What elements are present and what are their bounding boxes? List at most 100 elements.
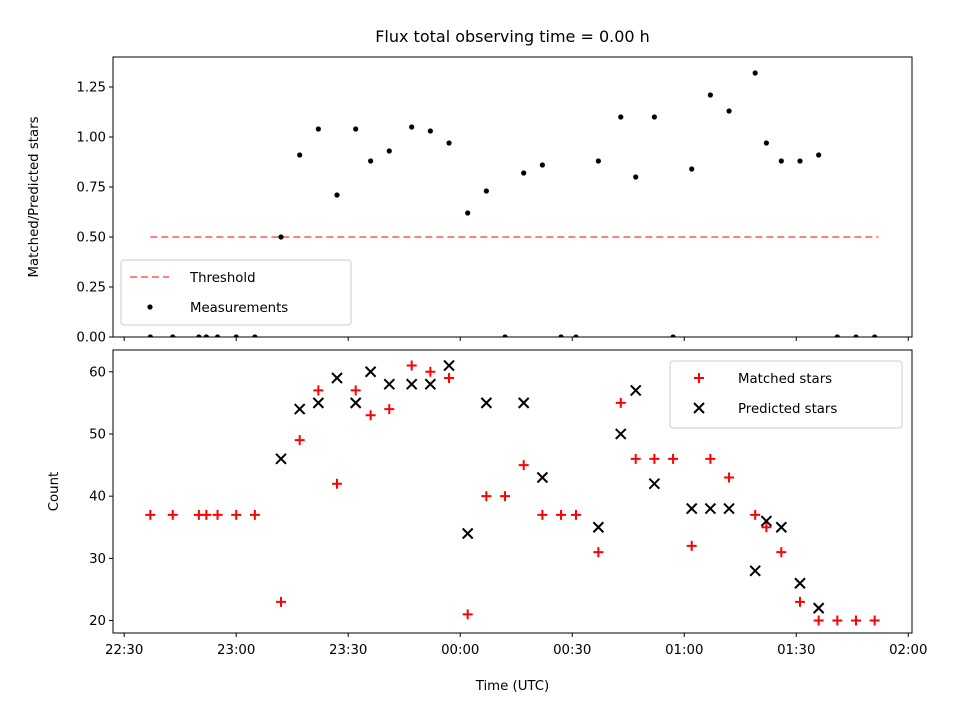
matched-star-point [537, 509, 548, 520]
matched-star-point [500, 491, 511, 502]
measurement-point [427, 128, 433, 134]
matched-star-point [332, 478, 343, 489]
series-group [147, 70, 879, 337]
measurement-point [353, 126, 359, 132]
measurement-point [670, 334, 676, 337]
x-tick-label: 02:00 [889, 643, 927, 658]
matched-star-point [201, 509, 212, 520]
measurement-point [170, 334, 176, 337]
matched-star-point [869, 615, 880, 626]
matched-star-point [294, 435, 305, 446]
matched-star-point [850, 615, 861, 626]
predicted-star-point [648, 478, 661, 490]
y-tick-label: 40 [89, 490, 106, 505]
matched-star-point [668, 453, 679, 464]
predicted-star-point [723, 502, 735, 515]
legend-label: Matched stars [738, 372, 832, 387]
measurement-point [797, 158, 803, 164]
measurement-point [233, 334, 239, 337]
legend-predicted-swatch [693, 402, 705, 414]
predicted-star-point [592, 521, 605, 533]
x-tick-label: 00:30 [553, 643, 591, 658]
measurement-point [386, 148, 392, 154]
legend-box [120, 259, 352, 326]
count-panel: 20 30 40 50 60 22:30 23:00 23:30 00:00 00:30 01:00… [47, 349, 927, 694]
predicted-star-point [443, 359, 455, 372]
predicted-star-point [364, 366, 377, 378]
measurement-point [334, 192, 340, 198]
legend: Threshold Measurements [120, 259, 352, 326]
matched-star-point [794, 596, 805, 607]
matched-star-point [212, 509, 223, 520]
matched-star-point [425, 366, 436, 377]
matched-star-point [167, 509, 178, 520]
matched-star-point [481, 491, 492, 502]
x-tick-label: 23:30 [329, 643, 367, 658]
matched-star-point [145, 509, 156, 520]
measurement-point [618, 114, 624, 120]
matched-star-point [776, 547, 787, 558]
predicted-star-point [812, 602, 825, 614]
predicted-star-point [461, 527, 474, 540]
predicted-star-point [480, 397, 493, 409]
measurement-point [853, 334, 859, 337]
x-tick-label: 22:30 [105, 643, 143, 658]
matched-star-point [276, 596, 287, 607]
matched-star-point [724, 472, 735, 483]
measurement-point [196, 334, 202, 337]
measurement-point [651, 114, 657, 120]
matched-star-point [365, 410, 376, 421]
chart-title: Flux total observing time = 0.00 h [375, 27, 650, 46]
matched-star-point [384, 404, 395, 415]
legend-label: Measurements [190, 301, 288, 316]
predicted-star-point [704, 502, 717, 515]
y-tick-label: 60 [89, 365, 106, 380]
predicted-star-point [349, 397, 362, 409]
matched-star-point [231, 509, 242, 520]
measurement-point [633, 174, 639, 180]
measurement-point [368, 158, 374, 164]
x-tick-label: 00:00 [441, 643, 479, 658]
measurement-point [872, 334, 878, 337]
legend-matched-swatch [694, 373, 704, 383]
matched-star-point [406, 360, 417, 371]
predicted-star-point [615, 428, 627, 440]
predicted-star-point [405, 378, 418, 390]
y-tick-label: 0.25 [76, 281, 106, 296]
measurement-point [726, 108, 732, 114]
matched-star-point [249, 509, 260, 520]
legend-label: Threshold [189, 271, 256, 286]
matched-star-point [649, 453, 660, 464]
predicted-star-point [293, 403, 306, 415]
measurement-point [147, 334, 153, 337]
predicted-star-point [275, 453, 287, 465]
predicted-star-point [630, 384, 642, 397]
matched-star-point [313, 385, 324, 396]
measurement-point [595, 158, 601, 164]
matched-star-point [462, 609, 473, 620]
y-tick-label: 50 [89, 427, 106, 442]
legend-box [669, 360, 903, 429]
predicted-star-point [749, 565, 761, 577]
series-group [145, 359, 880, 626]
x-tick-label: 01:00 [665, 643, 703, 658]
matched-star-point [570, 509, 581, 520]
y-tick-label: 1.25 [76, 81, 106, 96]
axes-frame [112, 56, 913, 338]
measurement-point [502, 334, 508, 337]
predicted-star-point [794, 577, 806, 589]
measurement-point [446, 140, 452, 146]
legend-label: Predicted stars [738, 402, 837, 417]
predicted-star-point [517, 397, 530, 409]
y-tick-label: 0.50 [76, 231, 106, 246]
measurement-point [752, 70, 758, 76]
measurement-point [778, 158, 784, 164]
matched-star-point [615, 397, 626, 408]
predicted-star-point [312, 397, 325, 409]
measurement-point [409, 124, 415, 130]
y-tick-label: 30 [89, 552, 106, 567]
measurement-point [278, 234, 284, 240]
measurement-point [539, 162, 545, 168]
y-axis-label: Count [47, 472, 62, 512]
matched-star-point [705, 453, 716, 464]
